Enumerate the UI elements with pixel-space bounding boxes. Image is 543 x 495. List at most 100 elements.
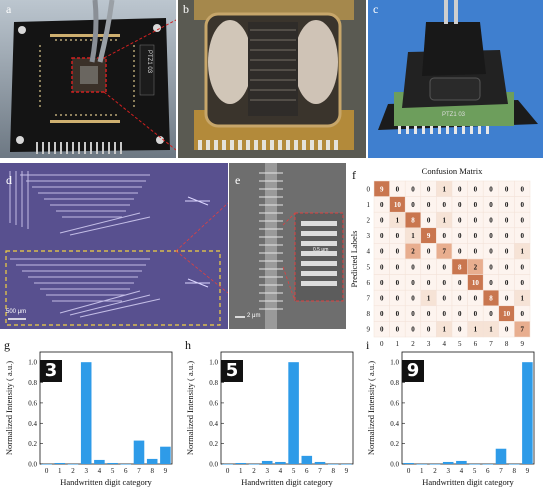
cm-value-2-3: 0 [427, 217, 431, 225]
panel-d-micrograph: d 500 μm [0, 163, 228, 329]
cm-value-8-6: 0 [474, 310, 478, 318]
i-xtick-6: 6 [486, 467, 490, 475]
g-bar-1 [54, 462, 66, 464]
cm-value-9-9: 7 [520, 326, 524, 334]
i-bar-5 [469, 464, 480, 465]
i-xtick-0: 0 [407, 467, 411, 475]
cm-value-0-2: 0 [411, 185, 415, 193]
panel-c-label: c [373, 2, 379, 16]
socket-illustration [368, 0, 543, 158]
panel-e-sem: e 2 μm 0.5 μm [229, 163, 346, 329]
g-bar-0 [41, 464, 52, 465]
cm-value-0-0: 9 [380, 185, 384, 193]
g-plot-frame [39, 351, 173, 465]
digit-5-image: 5 [221, 360, 243, 382]
cm-value-7-8: 0 [505, 295, 509, 303]
g-bar-6 [120, 464, 132, 465]
i-xtick-1: 1 [420, 467, 424, 475]
i-bar-8 [508, 464, 520, 465]
i-bar-4 [456, 460, 467, 464]
i-bar-9 [522, 362, 533, 464]
cm-value-3-3: 9 [427, 232, 431, 240]
cm-value-1-2: 0 [411, 201, 415, 209]
g-xtick-7: 7 [137, 467, 141, 475]
i-plot-frame [401, 351, 535, 465]
cm-value-3-4: 0 [442, 232, 446, 240]
cm-value-1-1: 10 [394, 201, 402, 209]
panel-e-scalebar: 2 μm [247, 313, 261, 319]
cm-value-6-9: 0 [520, 279, 524, 287]
cm-value-6-2: 0 [411, 279, 415, 287]
panel-f-confusion-matrix: f Confusion Matrix 9 0 0 0 1 0 0 0 0 0 0 0 10 0 0 0 0 0 0 0 0… [346, 160, 543, 350]
cm-value-6-7: 0 [489, 279, 493, 287]
cm-xtick-3: 3 [427, 340, 431, 348]
g-bar-7 [133, 440, 145, 464]
cm-ytick-5: 5 [367, 263, 371, 271]
cm-value-6-3: 0 [427, 279, 431, 287]
g-xtick-6: 6 [124, 467, 128, 475]
panel-d-label: d [6, 173, 12, 187]
cm-value-2-0: 0 [380, 217, 384, 225]
cm-ylabel: Predicted Labels [349, 231, 359, 288]
h-bar-4 [275, 461, 286, 464]
cm-value-5-5: 8 [458, 263, 462, 271]
cm-value-2-6: 0 [474, 217, 478, 225]
i-xtick-7: 7 [499, 467, 503, 475]
panel-g-bar-chart: g 0.0 0.2 0.4 0.6 0.8 1.0 0 1 2 3 4 5 6 7 8 9 Handwritte… [0, 338, 181, 495]
i-bar-7 [495, 448, 507, 464]
h-xlabel: Handwritten digit category [241, 477, 333, 487]
g-xtick-5: 5 [111, 467, 115, 475]
digit-5-glyph: 5 [225, 360, 239, 381]
cm-ytick-3: 3 [367, 232, 371, 240]
g-xtick-1: 1 [58, 467, 62, 475]
i-bar-1 [416, 464, 428, 465]
g-xtick-8: 8 [150, 467, 154, 475]
cm-value-3-5: 0 [458, 232, 462, 240]
cm-value-8-3: 0 [427, 310, 431, 318]
i-xtick-3: 3 [446, 467, 450, 475]
g-xtick-0: 0 [45, 467, 49, 475]
cm-value-0-6: 0 [474, 185, 478, 193]
i-xtick-4: 4 [460, 467, 464, 475]
cm-value-4-2: 2 [411, 248, 415, 256]
digit-9-response-chart: 0.0 0.2 0.4 0.6 0.8 1.0 0 1 2 3 4 5 6 7 8 9 Handwritten … [366, 351, 535, 487]
h-bar-8 [327, 464, 339, 465]
g-ylabel: Normalized Intensity ( a.u.) [4, 361, 14, 455]
panel-c-photo: c PTZ1 03 [368, 0, 543, 158]
i-xtick-9: 9 [526, 467, 530, 475]
cm-value-4-3: 0 [427, 248, 431, 256]
cm-value-5-2: 0 [411, 263, 415, 271]
digit-5-response-chart: 0.0 0.2 0.4 0.6 0.8 1.0 0 1 2 3 4 5 6 7 8 9 Handwritten … [185, 351, 354, 487]
h-xtick-6: 6 [305, 467, 309, 475]
cm-value-7-2: 0 [411, 295, 415, 303]
cm-value-2-5: 0 [458, 217, 462, 225]
cm-value-9-5: 0 [458, 326, 462, 334]
cm-value-7-6: 0 [474, 295, 478, 303]
g-ytick-3: 0.6 [28, 399, 37, 407]
cm-value-3-2: 1 [411, 232, 415, 240]
h-ytick-1: 0.2 [209, 440, 218, 448]
cm-value-4-7: 0 [489, 248, 493, 256]
panel-f-label: f [352, 168, 356, 182]
g-xtick-9: 9 [164, 467, 168, 475]
h-bar-7 [314, 461, 326, 464]
cm-value-9-1: 0 [396, 326, 400, 334]
cm-value-7-9: 1 [520, 295, 524, 303]
cm-value-1-5: 0 [458, 201, 462, 209]
h-xtick-8: 8 [331, 467, 335, 475]
cm-value-2-9: 0 [520, 217, 524, 225]
h-xtick-1: 1 [239, 467, 243, 475]
cm-value-4-9: 1 [520, 248, 524, 256]
cm-value-9-6: 1 [474, 326, 478, 334]
cm-ytick-1: 1 [367, 201, 371, 209]
cm-value-2-8: 0 [505, 217, 509, 225]
digit-9-glyph: 9 [406, 360, 420, 381]
cm-value-1-3: 0 [427, 201, 431, 209]
h-xtick-7: 7 [318, 467, 322, 475]
i-xtick-8: 8 [512, 467, 516, 475]
h-ytick-4: 0.8 [209, 379, 218, 387]
cm-value-5-8: 0 [505, 263, 509, 271]
i-ylabel: Normalized Intensity ( a.u.) [366, 361, 376, 455]
h-xtick-9: 9 [345, 467, 349, 475]
cm-value-1-8: 0 [505, 201, 509, 209]
